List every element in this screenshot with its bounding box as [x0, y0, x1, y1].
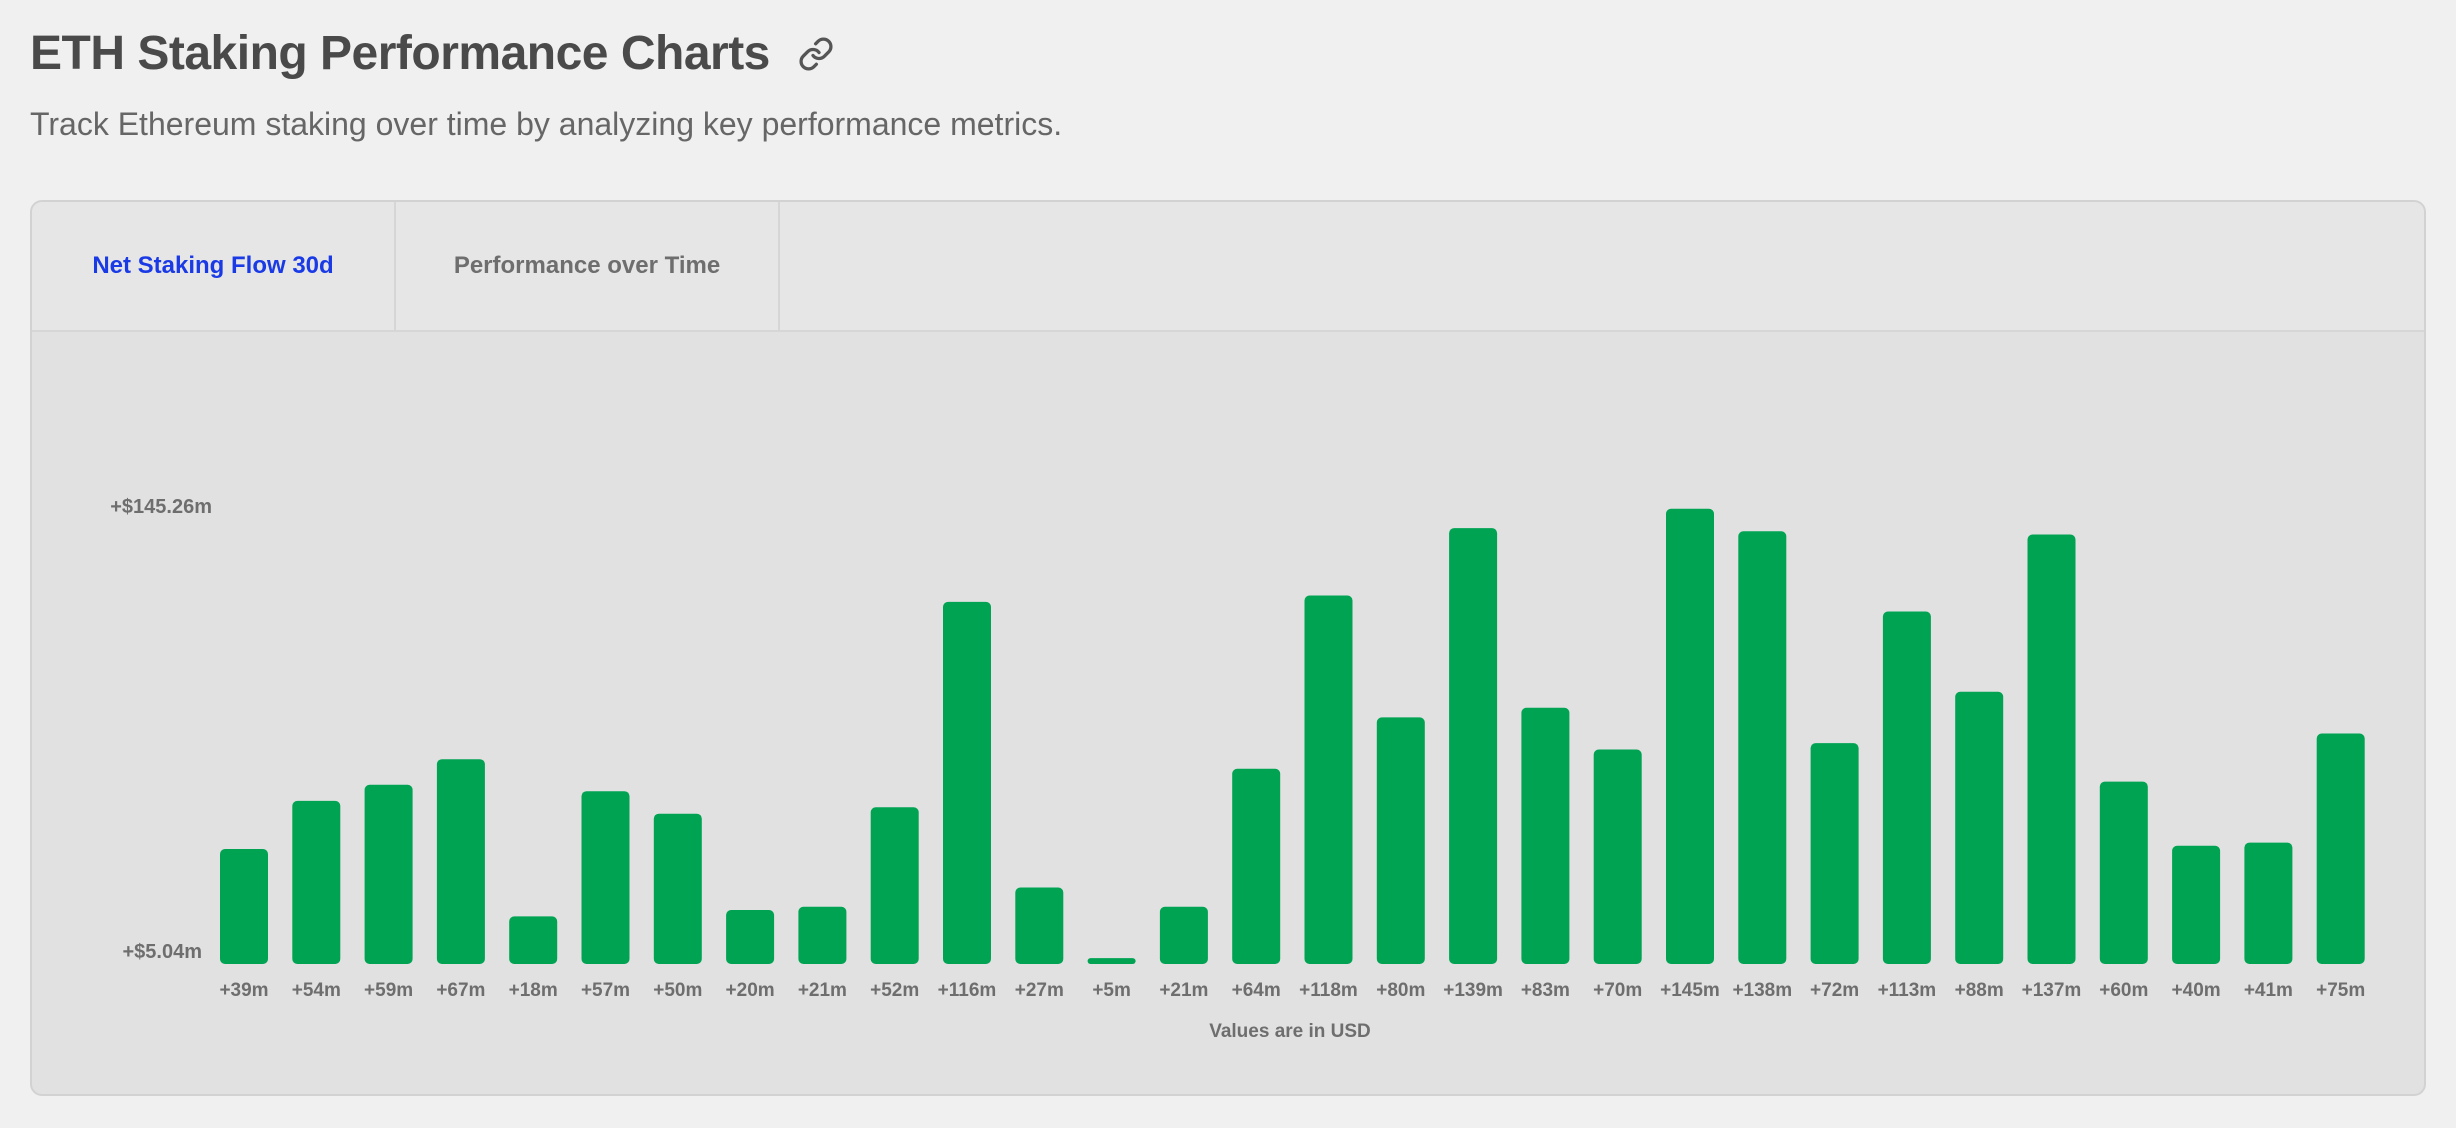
bar-14[interactable]: [1159, 906, 1208, 964]
bar-25[interactable]: [1955, 691, 2004, 964]
page-title: ETH Staking Performance Charts: [30, 27, 770, 80]
bar-11[interactable]: [943, 601, 991, 964]
x-tick-label-15: +64m: [1232, 980, 1281, 1001]
tab-bar: Net Staking Flow 30d Performance over Ti…: [32, 202, 2424, 332]
chart-card: Net Staking Flow 30d Performance over Ti…: [30, 200, 2426, 1096]
bar-17[interactable]: [1376, 717, 1425, 964]
bar-5[interactable]: [509, 916, 558, 964]
bar-1[interactable]: [220, 849, 268, 964]
bar-6[interactable]: [581, 791, 630, 964]
bar-chart: +39m +54m +59m +67m +18m +57m +50m +20m +21m +52m…: [110, 496, 2365, 1042]
x-tick-label-9: +21m: [798, 980, 847, 1001]
y-tick-label-min: +$5.04m: [122, 941, 202, 963]
bar-7[interactable]: [653, 813, 702, 964]
x-tick-label-11: +116m: [938, 980, 997, 1001]
x-tick-label-7: +50m: [653, 980, 702, 1001]
x-tick-label-22: +138m: [1732, 980, 1792, 1001]
x-tick-label-27: +60m: [2099, 980, 2148, 1001]
bar-18[interactable]: [1449, 528, 1498, 964]
bar-19[interactable]: [1521, 707, 1570, 964]
x-tick-label-2: +54m: [292, 980, 341, 1001]
bar-12[interactable]: [1015, 887, 1064, 965]
page-subtitle: Track Ethereum staking over time by anal…: [30, 106, 1063, 142]
bar-8[interactable]: [726, 910, 775, 964]
header: ETH Staking Performance Charts: [30, 26, 834, 81]
x-tick-label-17: +80m: [1376, 980, 1425, 1001]
bar-26[interactable]: [2027, 534, 2076, 965]
bar-28[interactable]: [2172, 845, 2221, 964]
bar-15[interactable]: [1232, 768, 1281, 964]
x-tick-label-21: +145m: [1660, 980, 1720, 1001]
bar-4[interactable]: [436, 759, 485, 964]
x-tick-label-28: +40m: [2172, 980, 2221, 1001]
link-icon[interactable]: [798, 36, 834, 72]
x-tick-label-12: +27m: [1015, 980, 1064, 1001]
tab-performance-over-time[interactable]: Performance over Time: [396, 202, 780, 330]
bar-2[interactable]: [292, 800, 341, 964]
y-tick-label-max: +$145.26m: [110, 496, 212, 518]
x-tick-label-29: +41m: [2244, 980, 2293, 1001]
x-tick-label-1: +39m: [219, 980, 268, 1001]
bar-10[interactable]: [870, 807, 919, 964]
x-tick-label-8: +20m: [726, 980, 775, 1001]
x-tick-label-18: +139m: [1443, 980, 1503, 1001]
x-tick-label-10: +52m: [870, 980, 919, 1001]
bar-23[interactable]: [1810, 743, 1859, 964]
bar-20[interactable]: [1593, 749, 1642, 965]
x-tick-label-20: +70m: [1593, 980, 1642, 1001]
x-tick-label-4: +67m: [436, 980, 485, 1001]
x-tick-label-5: +18m: [509, 980, 558, 1001]
bar-21[interactable]: [1666, 508, 1714, 964]
x-tick-label-13: +5m: [1092, 980, 1131, 1001]
x-tick-label-3: +59m: [364, 980, 413, 1001]
bar-24[interactable]: [1882, 611, 1931, 965]
x-tick-label-24: +113m: [1878, 980, 1937, 1001]
bar-3[interactable]: [364, 784, 413, 964]
bar-22[interactable]: [1738, 531, 1787, 964]
bar-13[interactable]: [1087, 958, 1136, 964]
x-tick-label-23: +72m: [1810, 980, 1859, 1001]
x-tick-label-26: +137m: [2022, 980, 2082, 1001]
x-tick-label-16: +118m: [1299, 980, 1358, 1001]
bar-16[interactable]: [1304, 595, 1353, 965]
x-tick-label-14: +21m: [1159, 980, 1208, 1001]
bar-29[interactable]: [2244, 842, 2293, 964]
x-tick-label-30: +75m: [2316, 980, 2365, 1001]
x-tick-label-19: +83m: [1521, 980, 1570, 1001]
bar-30[interactable]: [2316, 733, 2365, 965]
tab-net-staking-flow[interactable]: Net Staking Flow 30d: [32, 202, 396, 330]
bar-9[interactable]: [798, 906, 847, 964]
x-tick-label-25: +88m: [1955, 980, 2004, 1001]
bar-27[interactable]: [2099, 781, 2148, 964]
x-tick-label-6: +57m: [581, 980, 630, 1001]
x-axis-label: Values are in USD: [1209, 1021, 1371, 1042]
